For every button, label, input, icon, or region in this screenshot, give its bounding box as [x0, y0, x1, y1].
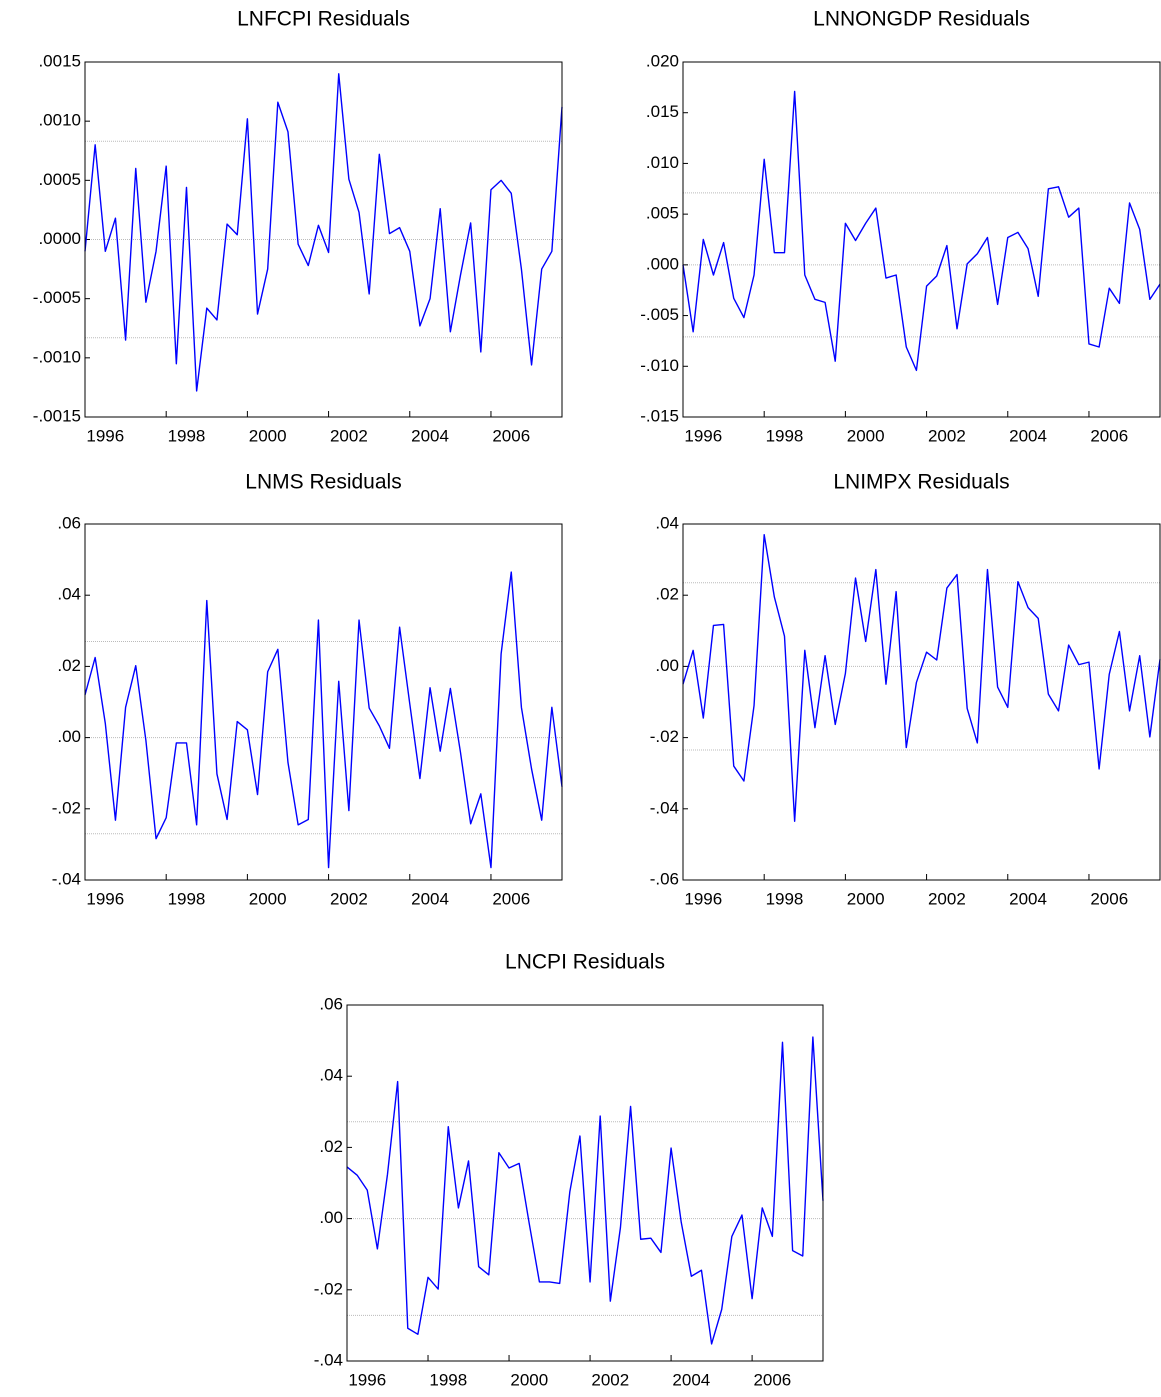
- x-tick-label: 2004: [672, 1370, 710, 1389]
- y-tick-label: -.0015: [33, 406, 81, 425]
- y-tick-label: .0005: [38, 170, 81, 189]
- x-tick-label: 2002: [591, 1370, 629, 1389]
- y-tick-label: .00: [57, 727, 81, 746]
- y-tick-label: -.0005: [33, 288, 81, 307]
- y-tick-label: .02: [655, 585, 679, 604]
- y-tick-label: -.010: [640, 356, 679, 375]
- y-tick-label: .0000: [38, 229, 81, 248]
- plot-frame: [682, 523, 1161, 881]
- y-tick-label: -.04: [52, 869, 81, 888]
- x-tick-label: 2000: [249, 426, 287, 445]
- y-tick-label: .0015: [38, 51, 81, 70]
- y-tick-label: .04: [57, 585, 81, 604]
- x-tick-label: 2002: [928, 426, 966, 445]
- chart-title: LNCPI Residuals: [505, 951, 665, 974]
- y-tick-label: .00: [319, 1208, 343, 1227]
- x-tick-label: 2002: [928, 889, 966, 908]
- x-tick-label: 1996: [684, 889, 722, 908]
- x-tick-label: 2002: [330, 889, 368, 908]
- x-tick-label: 2006: [753, 1370, 791, 1389]
- x-tick-label: 1996: [86, 889, 124, 908]
- y-tick-label: -.06: [650, 869, 679, 888]
- y-tick-label: .000: [646, 254, 679, 273]
- chart-title: LNFCPI Residuals: [237, 8, 410, 31]
- series-line: [346, 1036, 824, 1345]
- x-tick-label: 1996: [684, 426, 722, 445]
- x-tick-label: 2006: [1090, 889, 1128, 908]
- x-tick-label: 1998: [766, 426, 804, 445]
- x-tick-label: 2000: [847, 426, 885, 445]
- y-tick-label: -.0010: [33, 347, 81, 366]
- plot-frame: [682, 61, 1161, 418]
- y-tick-label: .06: [319, 994, 343, 1013]
- x-tick-label: 2006: [1090, 426, 1128, 445]
- y-tick-label: .0010: [38, 111, 81, 130]
- y-tick-label: -.015: [640, 406, 679, 425]
- y-tick-label: -.04: [650, 798, 679, 817]
- chart-title: LNMS Residuals: [245, 471, 401, 494]
- y-tick-label: .02: [57, 656, 81, 675]
- series-line: [682, 533, 1161, 822]
- x-tick-label: 1998: [429, 1370, 467, 1389]
- x-tick-label: 2006: [492, 426, 530, 445]
- series-line: [682, 90, 1161, 372]
- x-tick-label: 1996: [348, 1370, 386, 1389]
- chart-title: LNIMPX Residuals: [833, 471, 1009, 494]
- y-tick-label: .04: [655, 513, 679, 532]
- chart-title: LNNONGDP Residuals: [813, 8, 1030, 31]
- series-line: [84, 73, 563, 392]
- x-tick-label: 2004: [1009, 426, 1047, 445]
- y-tick-label: .06: [57, 513, 81, 532]
- x-tick-label: 2004: [411, 426, 449, 445]
- x-tick-label: 1998: [766, 889, 804, 908]
- y-tick-label: -.04: [314, 1350, 343, 1369]
- x-tick-label: 2004: [1009, 889, 1047, 908]
- y-tick-label: -.02: [650, 727, 679, 746]
- y-tick-label: .02: [319, 1137, 343, 1156]
- y-tick-label: -.02: [314, 1279, 343, 1298]
- y-tick-label: -.02: [52, 798, 81, 817]
- x-tick-label: 2004: [411, 889, 449, 908]
- plot-frame: [84, 523, 563, 881]
- x-tick-label: 2006: [492, 889, 530, 908]
- y-tick-label: .04: [319, 1066, 343, 1085]
- plot-frame: [84, 61, 563, 418]
- series-line: [84, 571, 563, 869]
- y-tick-label: .020: [646, 51, 679, 70]
- x-tick-label: 1998: [168, 426, 206, 445]
- x-tick-label: 1998: [168, 889, 206, 908]
- plot-frame: [346, 1004, 824, 1362]
- x-tick-label: 2000: [249, 889, 287, 908]
- x-tick-label: 2000: [510, 1370, 548, 1389]
- x-tick-label: 1996: [86, 426, 124, 445]
- y-tick-label: .00: [655, 656, 679, 675]
- y-tick-label: .015: [646, 102, 679, 121]
- x-tick-label: 2002: [330, 426, 368, 445]
- y-tick-label: .005: [646, 204, 679, 223]
- x-tick-label: 2000: [847, 889, 885, 908]
- y-tick-label: .010: [646, 153, 679, 172]
- y-tick-label: -.005: [640, 305, 679, 324]
